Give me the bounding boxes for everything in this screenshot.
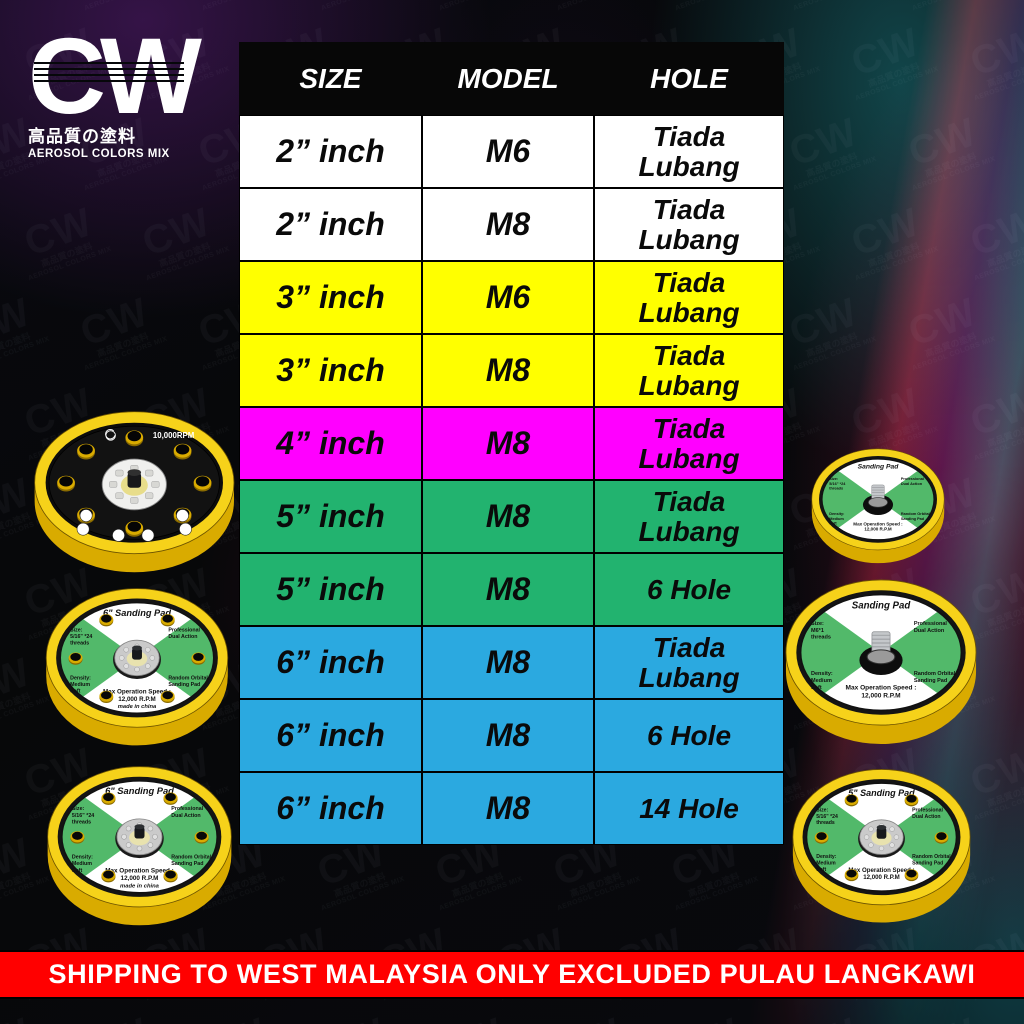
svg-text:M6*1: M6*1 xyxy=(811,628,824,634)
svg-text:Random Orbital: Random Orbital xyxy=(914,671,956,677)
svg-text:Medium: Medium xyxy=(811,678,832,684)
svg-text:Dual Action: Dual Action xyxy=(168,634,197,640)
svg-text:5" Sanding Pad: 5" Sanding Pad xyxy=(848,788,915,798)
svg-text:Soft: Soft xyxy=(829,522,837,526)
svg-text:Professional: Professional xyxy=(168,628,200,634)
svg-text:Professional: Professional xyxy=(912,807,943,813)
svg-text:Professional: Professional xyxy=(171,806,203,812)
svg-text:Sanding Pad: Sanding Pad xyxy=(901,517,925,521)
svg-text:Medium: Medium xyxy=(70,682,90,688)
svg-text:Density:: Density: xyxy=(816,854,837,860)
svg-text:Dual Action: Dual Action xyxy=(171,813,200,819)
svg-text:threads: threads xyxy=(811,635,831,641)
svg-text:10,000RPM: 10,000RPM xyxy=(153,431,195,440)
svg-text:Dual Action: Dual Action xyxy=(914,628,945,634)
svg-text:Soft: Soft xyxy=(72,868,83,874)
svg-text:12,000 R.P.M: 12,000 R.P.M xyxy=(863,874,900,881)
svg-text:Max Operation Speed :: Max Operation Speed : xyxy=(853,521,903,526)
svg-text:Max Operation Speed :: Max Operation Speed : xyxy=(848,867,914,874)
svg-text:threads: threads xyxy=(70,641,89,647)
svg-text:Max Operation Speed :: Max Operation Speed : xyxy=(846,685,917,692)
svg-text:Density:: Density: xyxy=(70,675,91,681)
svg-text:5/16" *24: 5/16" *24 xyxy=(816,814,838,820)
svg-text:Max Operation Speed :: Max Operation Speed : xyxy=(103,688,171,695)
svg-text:Sanding Pad: Sanding Pad xyxy=(168,682,200,688)
svg-text:made in china: made in china xyxy=(120,884,160,890)
svg-text:6" Sanding Pad: 6" Sanding Pad xyxy=(103,608,171,618)
svg-text:Sanding Pad: Sanding Pad xyxy=(858,464,900,471)
svg-text:Random Orbital: Random Orbital xyxy=(901,512,930,516)
svg-text:Sanding Pad: Sanding Pad xyxy=(912,861,943,867)
svg-text:Professional: Professional xyxy=(901,477,924,481)
svg-text:Size:: Size: xyxy=(72,806,85,812)
svg-text:Size:: Size: xyxy=(816,807,828,813)
svg-text:Density:: Density: xyxy=(72,855,93,861)
svg-text:Random Orbital: Random Orbital xyxy=(171,855,211,861)
svg-text:Dual Action: Dual Action xyxy=(912,814,940,820)
svg-text:Medium: Medium xyxy=(829,517,844,521)
svg-text:12,000 R.P.M: 12,000 R.P.M xyxy=(861,692,901,699)
svg-text:Density:: Density: xyxy=(811,671,833,677)
svg-text:12,000 R.P.M: 12,000 R.P.M xyxy=(864,527,892,532)
svg-text:12,000 R.P.M: 12,000 R.P.M xyxy=(118,696,156,703)
svg-text:threads: threads xyxy=(816,820,835,826)
svg-text:Soft: Soft xyxy=(70,689,80,695)
svg-text:12,000 R.P.M: 12,000 R.P.M xyxy=(121,875,159,882)
svg-text:5/16" *24: 5/16" *24 xyxy=(829,482,846,486)
svg-text:Max Operation Speed :: Max Operation Speed : xyxy=(105,868,174,875)
svg-text:Soft: Soft xyxy=(816,867,826,873)
svg-text:Sanding Pad: Sanding Pad xyxy=(852,600,912,611)
svg-text:5/16" *24: 5/16" *24 xyxy=(72,813,94,819)
svg-text:Sanding Pad: Sanding Pad xyxy=(171,861,203,867)
svg-text:Soft: Soft xyxy=(811,685,822,691)
svg-text:made in china: made in china xyxy=(118,704,157,710)
svg-text:Sanding Pad: Sanding Pad xyxy=(914,678,947,684)
svg-text:Size:: Size: xyxy=(70,628,83,634)
svg-text:threads: threads xyxy=(72,819,91,825)
svg-text:Density:: Density: xyxy=(829,512,844,516)
svg-text:Medium: Medium xyxy=(72,861,92,867)
svg-text:Size:: Size: xyxy=(811,621,824,627)
svg-text:6" Sanding Pad: 6" Sanding Pad xyxy=(105,786,174,796)
svg-text:Dual Action: Dual Action xyxy=(901,482,923,486)
svg-text:Professional: Professional xyxy=(914,621,948,627)
svg-text:Size:: Size: xyxy=(829,477,838,481)
svg-text:Random Orbital: Random Orbital xyxy=(168,675,208,681)
svg-text:5/16" *24: 5/16" *24 xyxy=(70,634,92,640)
svg-text:Medium: Medium xyxy=(816,861,836,867)
svg-text:Random Orbital: Random Orbital xyxy=(912,854,951,860)
svg-text:threads: threads xyxy=(829,487,843,491)
